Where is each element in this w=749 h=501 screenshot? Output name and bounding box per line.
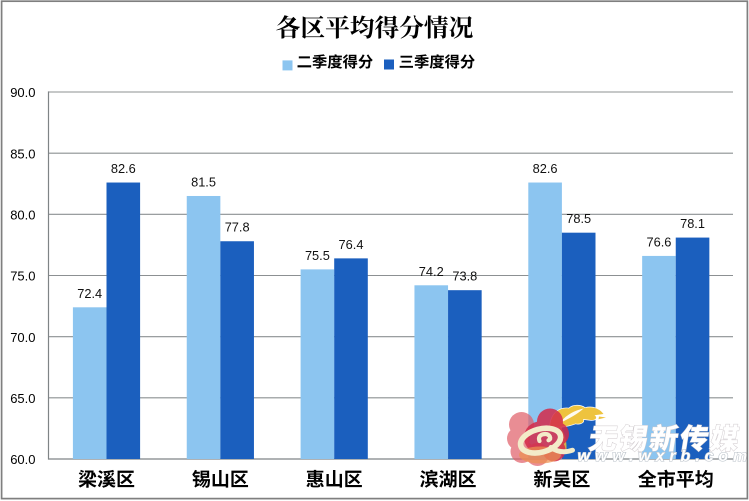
svg-text:76.6: 76.6 (646, 234, 671, 249)
svg-text:73.8: 73.8 (452, 269, 477, 284)
svg-text:81.5: 81.5 (191, 174, 216, 189)
svg-text:74.2: 74.2 (419, 264, 444, 279)
svg-text:77.8: 77.8 (225, 220, 250, 235)
svg-text:www.wxrb.com: www.wxrb.com (578, 448, 749, 465)
svg-text:78.1: 78.1 (680, 216, 705, 231)
svg-text:65.0: 65.0 (10, 391, 35, 406)
svg-text:82.6: 82.6 (111, 161, 136, 176)
svg-text:75.5: 75.5 (305, 248, 330, 263)
svg-text:75.0: 75.0 (10, 269, 35, 284)
svg-text:90.0: 90.0 (10, 85, 35, 100)
svg-text:70.0: 70.0 (10, 330, 35, 345)
svg-text:76.4: 76.4 (339, 237, 364, 252)
svg-text:82.6: 82.6 (533, 161, 558, 176)
svg-text:80.0: 80.0 (10, 208, 35, 223)
svg-text:78.5: 78.5 (566, 211, 591, 226)
svg-text:85.0: 85.0 (10, 146, 35, 161)
svg-text:72.4: 72.4 (77, 286, 102, 301)
svg-text:60.0: 60.0 (10, 452, 35, 467)
